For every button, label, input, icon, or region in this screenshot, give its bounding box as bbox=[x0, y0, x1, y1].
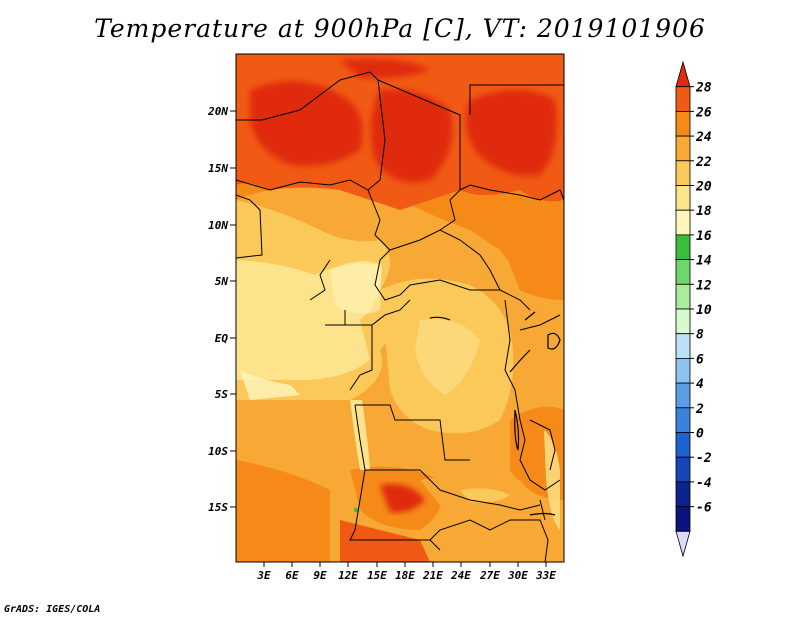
lon-label-18e: 18E bbox=[395, 569, 415, 582]
lat-label-15s: 15S bbox=[208, 501, 228, 514]
lon-label-33e: 33E bbox=[535, 569, 556, 582]
colorbar-swatch bbox=[675, 432, 691, 458]
colorbar-swatch bbox=[675, 60, 691, 88]
colorbar-label: 10 bbox=[696, 303, 712, 318]
lat-label-15n: 15N bbox=[208, 162, 228, 175]
colorbar-label: -6 bbox=[696, 501, 712, 516]
lon-label-27e: 27E bbox=[479, 569, 500, 582]
colorbar-label: 4 bbox=[696, 377, 704, 392]
colorbar-label: 22 bbox=[695, 155, 712, 170]
colorbar-label: 2 bbox=[695, 402, 704, 417]
credit-label: GrADS: IGES/COLA bbox=[4, 604, 101, 615]
lat-label-5s: 5S bbox=[215, 388, 229, 401]
colorbar-swatch bbox=[675, 357, 691, 384]
colorbar-swatch bbox=[675, 506, 691, 532]
colorbar-label: 24 bbox=[695, 130, 712, 145]
colorbar-swatch bbox=[675, 481, 691, 507]
lon-label-3e: 3E bbox=[256, 569, 271, 582]
lon-label-9e: 9E bbox=[313, 569, 327, 582]
colorbar-label: 6 bbox=[696, 352, 704, 367]
colorbar-swatch bbox=[675, 86, 691, 112]
lon-label-21e: 21E bbox=[422, 569, 443, 582]
colorbar-label: 18 bbox=[696, 204, 712, 219]
lat-label-10s: 10S bbox=[208, 445, 228, 458]
colorbar-label: 26 bbox=[695, 105, 712, 120]
colorbar-swatch bbox=[675, 333, 691, 359]
colorbar-swatch bbox=[675, 111, 691, 137]
colorbar-label: 0 bbox=[696, 427, 704, 442]
colorbar-swatch bbox=[675, 185, 691, 211]
temperature-field bbox=[236, 54, 564, 562]
colorbar-label: 8 bbox=[696, 328, 704, 343]
colorbar-label: -2 bbox=[696, 451, 712, 466]
country-borders bbox=[236, 71, 564, 562]
plot-title: Temperature at 900hPa [C], VT: 201910190… bbox=[94, 14, 706, 43]
lon-label-30e: 30E bbox=[507, 569, 528, 582]
colorbar-swatch bbox=[675, 234, 691, 260]
lat-label-10n: 10N bbox=[208, 219, 228, 232]
lake-outlines bbox=[429, 311, 561, 516]
colorbar-swatch bbox=[675, 456, 691, 483]
lon-label-6e: 6E bbox=[285, 569, 299, 582]
colorbar-swatch bbox=[675, 308, 691, 335]
lon-label-15e: 15E bbox=[367, 569, 387, 582]
lat-label-5n: 5N bbox=[215, 275, 229, 288]
colorbar-swatch bbox=[675, 160, 691, 186]
lon-axis: 3E 6E 9E 12E 15E 18E 21E 24E 27E 30E 33E bbox=[256, 562, 556, 582]
colorbar-swatch bbox=[675, 407, 691, 433]
lon-label-12e: 12E bbox=[338, 569, 358, 582]
colorbar-label: 14 bbox=[696, 254, 712, 269]
colorbar-label: 16 bbox=[696, 229, 712, 244]
colorbar-swatch bbox=[675, 530, 691, 558]
colorbar-swatch bbox=[675, 135, 691, 162]
colorbar-swatch bbox=[675, 259, 691, 285]
lat-axis: 20N 15N 10N 5N EQ 5S 10S 15S bbox=[207, 105, 236, 514]
lat-label-eq: EQ bbox=[215, 332, 229, 345]
colorbar-label: 12 bbox=[696, 278, 712, 293]
colorbar-label: -4 bbox=[696, 476, 712, 491]
lon-label-24e: 24E bbox=[450, 569, 471, 582]
map-frame bbox=[235, 53, 565, 563]
lat-label-20n: 20N bbox=[207, 105, 228, 118]
colorbar-label: 28 bbox=[695, 81, 712, 96]
colorbar-swatch bbox=[675, 209, 691, 236]
colorbar-swatch bbox=[675, 283, 691, 310]
colorbar-label: 20 bbox=[695, 180, 712, 195]
colorbar-swatch bbox=[675, 382, 691, 409]
